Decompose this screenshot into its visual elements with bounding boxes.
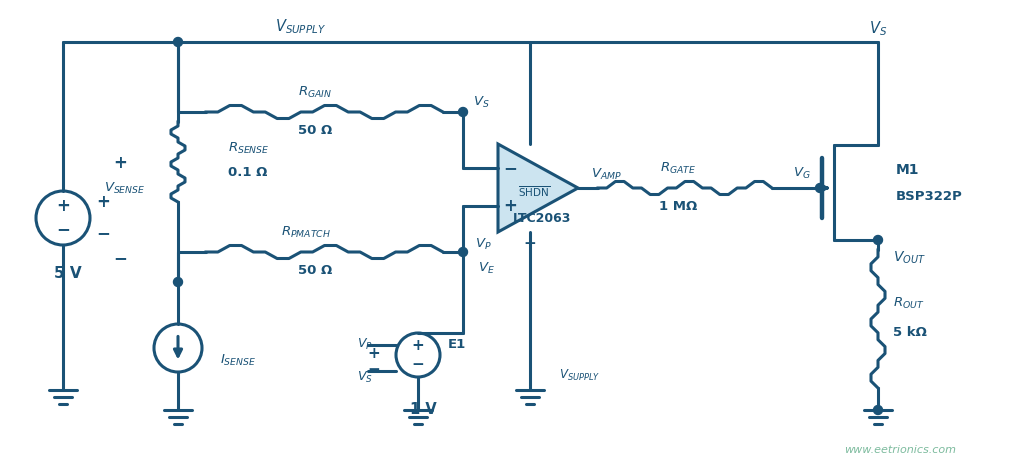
Text: 5 kΩ: 5 kΩ <box>893 326 926 339</box>
Circle shape <box>816 183 825 193</box>
Text: +: + <box>367 345 380 361</box>
Circle shape <box>873 406 882 414</box>
Text: 5 V: 5 V <box>54 266 82 280</box>
Text: $V_{AMP}$: $V_{AMP}$ <box>591 166 622 182</box>
Text: $V_S$: $V_S$ <box>869 20 887 38</box>
Text: −: − <box>503 159 517 177</box>
Text: −: − <box>523 236 537 252</box>
Text: $V_{OUT}$: $V_{OUT}$ <box>893 250 925 266</box>
Text: 1 MΩ: 1 MΩ <box>659 201 697 213</box>
Circle shape <box>173 278 183 286</box>
Text: $V_{SENSE}$: $V_{SENSE}$ <box>105 180 146 195</box>
Text: M1: M1 <box>896 163 919 177</box>
Text: $V_P$: $V_P$ <box>357 337 373 352</box>
Text: www.eetrionics.com: www.eetrionics.com <box>844 445 956 455</box>
Circle shape <box>459 248 468 256</box>
Text: $V_S$: $V_S$ <box>473 95 489 110</box>
Text: $R_{GATE}$: $R_{GATE}$ <box>660 160 696 176</box>
Text: $V_E$: $V_E$ <box>478 260 495 276</box>
Text: +: + <box>411 338 425 353</box>
Text: $V_{SUPPLY}$: $V_{SUPPLY}$ <box>275 18 325 36</box>
Text: 50 Ω: 50 Ω <box>299 265 332 278</box>
Text: −: − <box>113 249 127 267</box>
Text: $V_S$: $V_S$ <box>357 369 373 384</box>
Text: −: − <box>367 361 380 377</box>
Text: 50 Ω: 50 Ω <box>299 124 332 137</box>
Text: +: + <box>113 154 127 172</box>
Text: $R_{GAIN}$: $R_{GAIN}$ <box>299 84 332 100</box>
Text: $V_P$: $V_P$ <box>475 236 491 252</box>
Text: BSP322P: BSP322P <box>896 189 962 202</box>
Text: +: + <box>96 193 110 211</box>
Text: 1 V: 1 V <box>409 402 436 418</box>
Text: +: + <box>503 197 517 215</box>
Text: +: + <box>56 197 70 215</box>
Circle shape <box>459 107 468 117</box>
Text: LTC2063: LTC2063 <box>513 213 571 225</box>
Circle shape <box>873 236 882 244</box>
Circle shape <box>173 37 183 47</box>
Text: E1: E1 <box>448 338 466 351</box>
Text: $V_{SUPPLY}$: $V_{SUPPLY}$ <box>559 367 600 383</box>
Text: $\overline{\mathrm{SHDN}}$: $\overline{\mathrm{SHDN}}$ <box>518 184 550 199</box>
Text: −: − <box>411 357 425 372</box>
Text: 0.1 Ω: 0.1 Ω <box>228 165 268 178</box>
Text: −: − <box>96 224 110 242</box>
Text: $V_G$: $V_G$ <box>793 165 811 181</box>
Text: $R_{PMATCH}$: $R_{PMATCH}$ <box>280 225 330 240</box>
Text: −: − <box>56 220 70 238</box>
Polygon shape <box>498 144 578 232</box>
Text: $R_{SENSE}$: $R_{SENSE}$ <box>228 141 270 155</box>
Text: $I_{SENSE}$: $I_{SENSE}$ <box>220 353 256 367</box>
Text: $R_{OUT}$: $R_{OUT}$ <box>893 296 924 311</box>
